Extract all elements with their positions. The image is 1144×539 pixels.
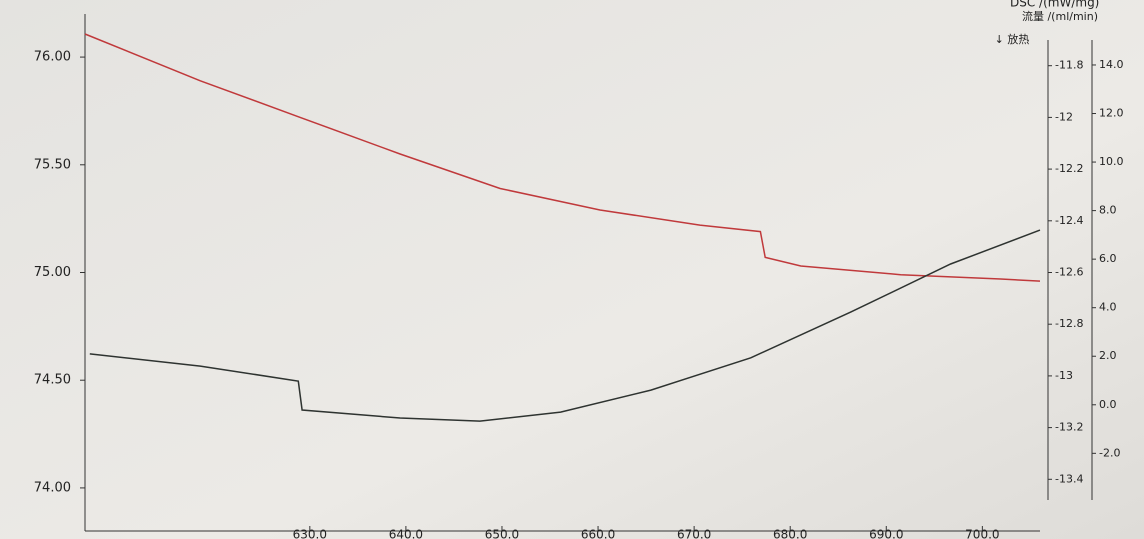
y-tick-label: 74.50 [34, 373, 71, 388]
line-series [84, 33, 1041, 282]
y3ticks-tick-label: 4.0 [1099, 301, 1117, 314]
y-tick-label: 76.00 [34, 50, 71, 65]
y3ticks-tick-label: 0.0 [1099, 398, 1117, 411]
x-tick-label: 680.0 [773, 528, 807, 539]
x-tick-label: 640.0 [389, 528, 423, 539]
x-tick-label: 660.0 [581, 528, 615, 539]
y3ticks-tick-label: 6.0 [1099, 252, 1117, 265]
y3ticks-tick-label: 14.0 [1099, 58, 1124, 71]
y3ticks-tick-label: 10.0 [1099, 155, 1124, 168]
x-tick-label: 650.0 [485, 528, 519, 539]
x-tick-label: 630.0 [293, 528, 327, 539]
x-tick-label: 700.0 [965, 528, 999, 539]
y3-label: 流量 /(ml/min) [1022, 9, 1098, 23]
y2ticks-tick-label: -13.2 [1055, 421, 1083, 434]
annotation: ↓ 放热 [995, 32, 1030, 46]
x-tick-label: 670.0 [677, 528, 711, 539]
line-series [89, 229, 1041, 422]
y2ticks-tick-label: -11.8 [1055, 59, 1083, 72]
y3ticks-tick-label: -2.0 [1099, 446, 1120, 459]
y2ticks-tick-label: -12.4 [1055, 214, 1083, 227]
y2ticks-tick-label: -12 [1055, 110, 1073, 123]
y3ticks-tick-label: 12.0 [1099, 107, 1124, 120]
y3ticks-tick-label: 8.0 [1099, 204, 1117, 217]
y2ticks-tick-label: -13.4 [1055, 472, 1083, 485]
y-tick-label: 75.00 [34, 265, 71, 280]
y-tick-label: 74.00 [34, 480, 71, 495]
y2ticks-tick-label: -12.2 [1055, 162, 1083, 175]
y2ticks-tick-label: -13 [1055, 369, 1073, 382]
y3ticks-tick-label: 2.0 [1099, 349, 1117, 362]
y2ticks-tick-label: -12.8 [1055, 317, 1083, 330]
y2-label: DSC /(mW/mg) [1010, 0, 1099, 10]
y2ticks-tick-label: -12.6 [1055, 266, 1083, 279]
y-tick-label: 75.50 [34, 157, 71, 172]
x-tick-label: 690.0 [869, 528, 903, 539]
